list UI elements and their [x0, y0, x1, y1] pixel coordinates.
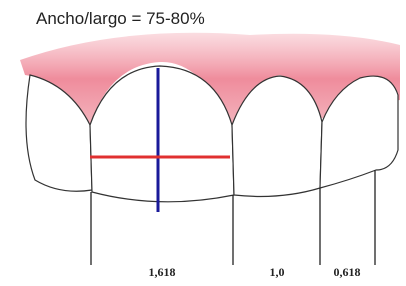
- ratio-label: 1,0: [270, 265, 285, 279]
- ratio-label: 0,618: [334, 265, 361, 279]
- diagram: Ancho/largo = 75-80% 1,618 1,0 0,618: [0, 0, 406, 286]
- ratio-label: 1,618: [149, 265, 176, 279]
- title: Ancho/largo = 75-80%: [36, 9, 205, 28]
